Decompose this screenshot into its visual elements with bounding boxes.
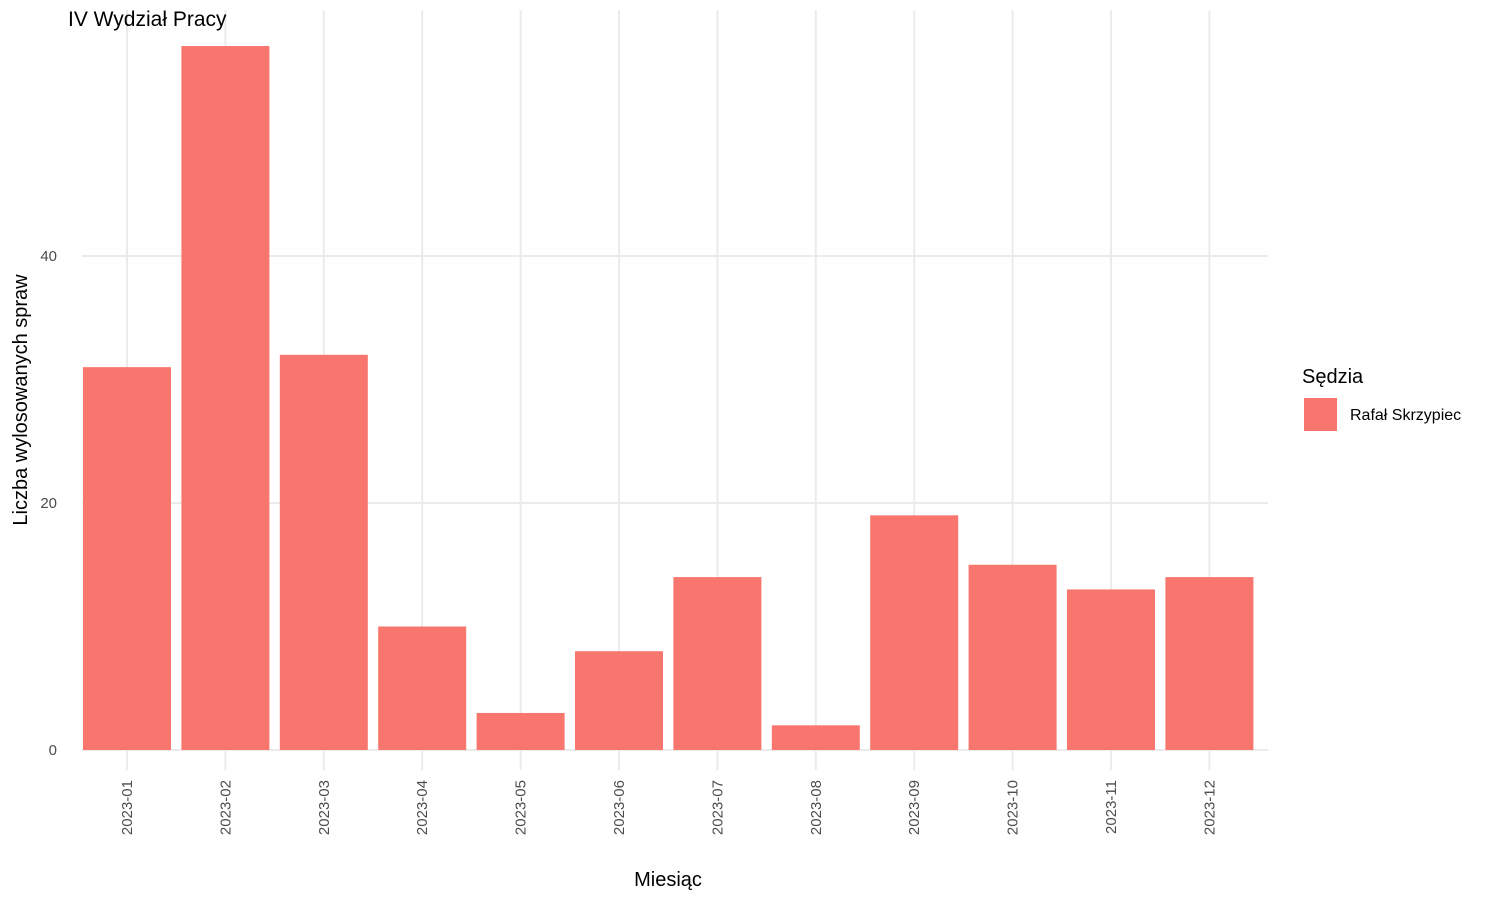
x-tick-label: 2023-05 [513, 780, 530, 835]
legend-title: Sędzia [1302, 366, 1364, 388]
y-tick-label: 40 [40, 248, 57, 265]
bar [1067, 589, 1155, 750]
x-tick-label: 2023-09 [906, 780, 923, 835]
x-tick-label: 2023-06 [611, 780, 628, 835]
legend-label: Rafał Skrzypiec [1350, 407, 1461, 424]
bars [83, 46, 1254, 751]
y-tick-label: 20 [40, 495, 57, 512]
x-axis-title: Miesiąc [634, 869, 702, 891]
bar [771, 725, 860, 750]
x-tick-label: 2023-12 [1201, 780, 1218, 835]
bar [181, 46, 270, 751]
bar [1165, 577, 1254, 750]
bar [575, 651, 663, 750]
bar [378, 626, 467, 750]
x-tick-label: 2023-04 [414, 780, 431, 835]
bar [279, 354, 368, 750]
bar [83, 367, 171, 750]
y-axis-ticks: 0 20 40 [40, 248, 57, 759]
x-tick-label: 2023-10 [1005, 780, 1022, 835]
x-tick-label: 2023-03 [316, 780, 333, 835]
y-axis-title: Liczba wylosowanych spraw [10, 274, 32, 526]
x-tick-label: 2023-07 [709, 780, 726, 835]
bar [870, 515, 959, 750]
chart-title: IV Wydział Pracy [68, 8, 227, 31]
y-tick-label: 0 [49, 742, 57, 759]
x-axis-ticks: 2023-01 2023-02 2023-03 2023-04 2023-05 2023-… [119, 780, 1218, 835]
x-tick-label: 2023-02 [217, 780, 234, 835]
x-tick-label: 2023-11 [1103, 780, 1120, 834]
bar [476, 712, 565, 750]
legend-key [1304, 398, 1337, 431]
x-tick-label: 2023-01 [119, 780, 136, 835]
legend: Sędzia Rafał Skrzypiec [1302, 366, 1461, 431]
x-tick-label: 2023-08 [808, 780, 825, 835]
bar [673, 577, 762, 750]
bar [968, 564, 1057, 750]
